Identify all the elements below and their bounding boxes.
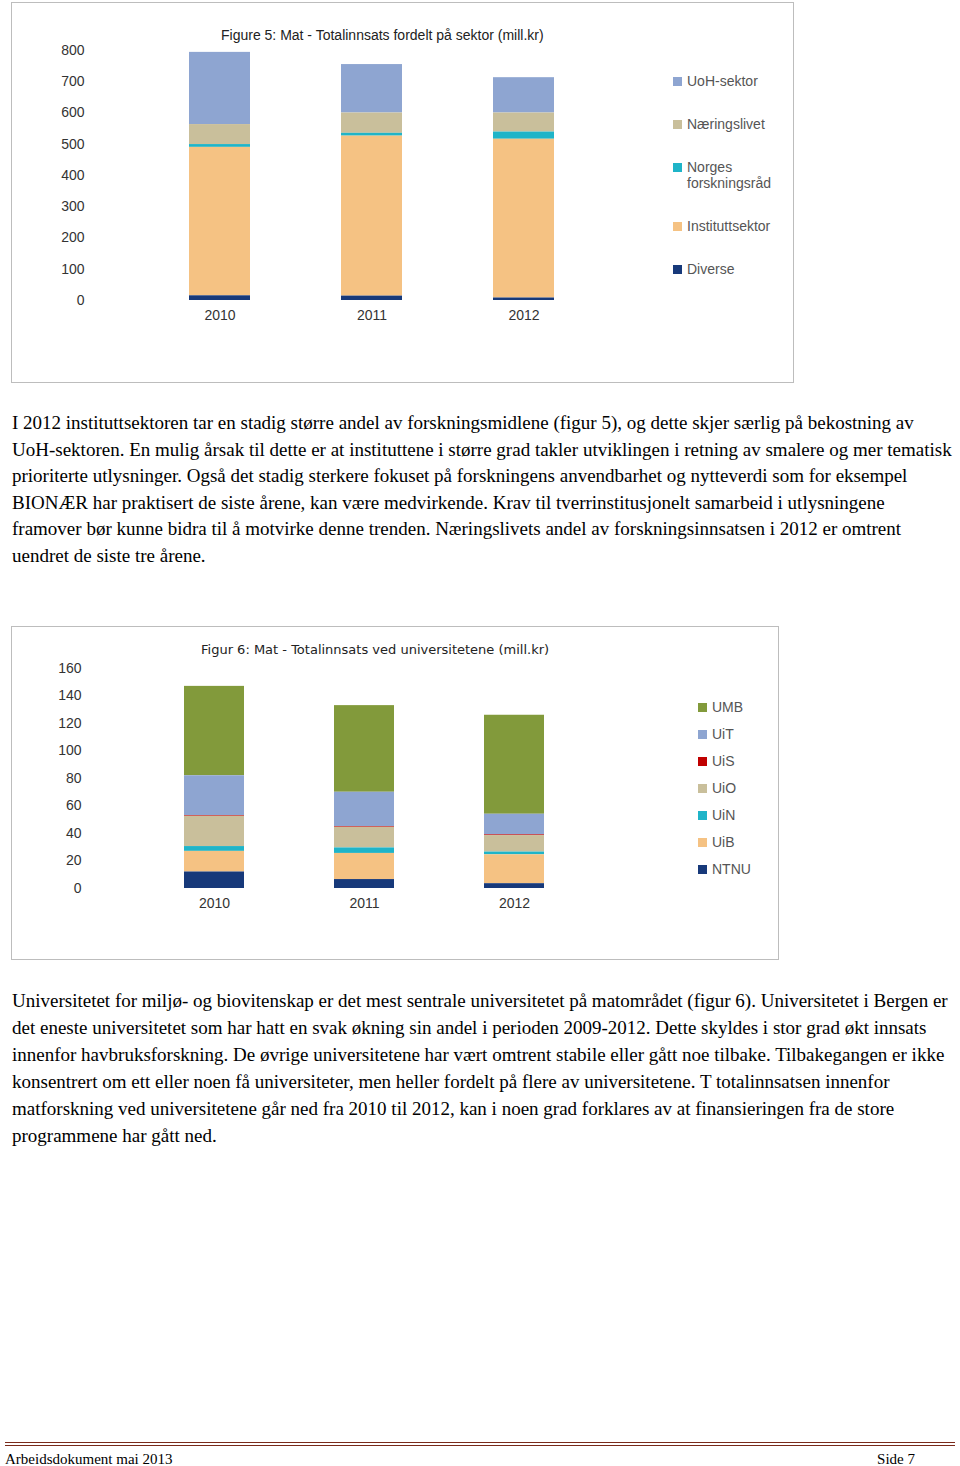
html-text:UiB: UiB: [712, 834, 735, 850]
html-text:UiT: UiT: [712, 726, 734, 742]
svg-text:500: 500: [61, 136, 85, 152]
html-text:UMB: UMB: [712, 699, 744, 715]
html-text:Universitetet for miljø- og bi: Universitetet for miljø- og biovitenskap…: [12, 990, 948, 1146]
html-text:Figur 6: Mat - Totalinnsats ve: Figur 6: Mat - Totalinnsats ved universi…: [201, 642, 550, 657]
svg-text:100: 100: [61, 261, 85, 277]
html-text:Diverse: Diverse: [687, 261, 735, 277]
html-text:UiN: UiN: [712, 807, 736, 823]
html-text:NTNU: NTNU: [712, 861, 751, 877]
svg-text:800: 800: [61, 42, 85, 58]
html-text:Figure 5: Mat - Totalinnsats f: Figure 5: Mat - Totalinnsats fordelt på …: [221, 27, 544, 43]
svg-text:20: 20: [66, 852, 82, 868]
svg-text:2011: 2011: [357, 307, 387, 323]
html-text:UiS: UiS: [712, 753, 735, 769]
svg-text:2011: 2011: [349, 895, 379, 911]
svg-text:60: 60: [66, 797, 82, 813]
svg-text:140: 140: [58, 687, 82, 703]
svg-text:300: 300: [61, 198, 85, 214]
html-text:Arbeidsdokument mai 2013: Arbeidsdokument mai 2013: [5, 1451, 173, 1466]
svg-text:0: 0: [77, 292, 85, 308]
html-text:Norges forskningsråd: Norges forskningsråd: [687, 159, 771, 191]
svg-text:160: 160: [58, 660, 82, 676]
svg-text:700: 700: [61, 73, 85, 89]
svg-text:2012: 2012: [499, 895, 530, 911]
svg-text:80: 80: [66, 770, 82, 786]
svg-text:2012: 2012: [508, 307, 539, 323]
svg-text:120: 120: [58, 715, 82, 731]
html-text:UoH-sektor: UoH-sektor: [687, 73, 758, 89]
html-text:I 2012 instituttsektoren tar e: I 2012 instituttsektoren tar en stadig s…: [12, 412, 952, 566]
svg-text:600: 600: [61, 104, 85, 120]
html-text:Næringslivet: Næringslivet: [687, 116, 765, 132]
svg-text:200: 200: [61, 229, 85, 245]
svg-text:400: 400: [61, 167, 85, 183]
html-text:Side 7: Side 7: [877, 1451, 915, 1466]
svg-text:40: 40: [66, 825, 82, 841]
html-text:UiO: UiO: [712, 780, 737, 796]
svg-text:2010: 2010: [199, 895, 230, 911]
html-text:Instituttsektor: Instituttsektor: [687, 218, 771, 234]
svg-text:0: 0: [74, 880, 82, 896]
svg-text:100: 100: [58, 742, 82, 758]
svg-text:2010: 2010: [204, 307, 235, 323]
